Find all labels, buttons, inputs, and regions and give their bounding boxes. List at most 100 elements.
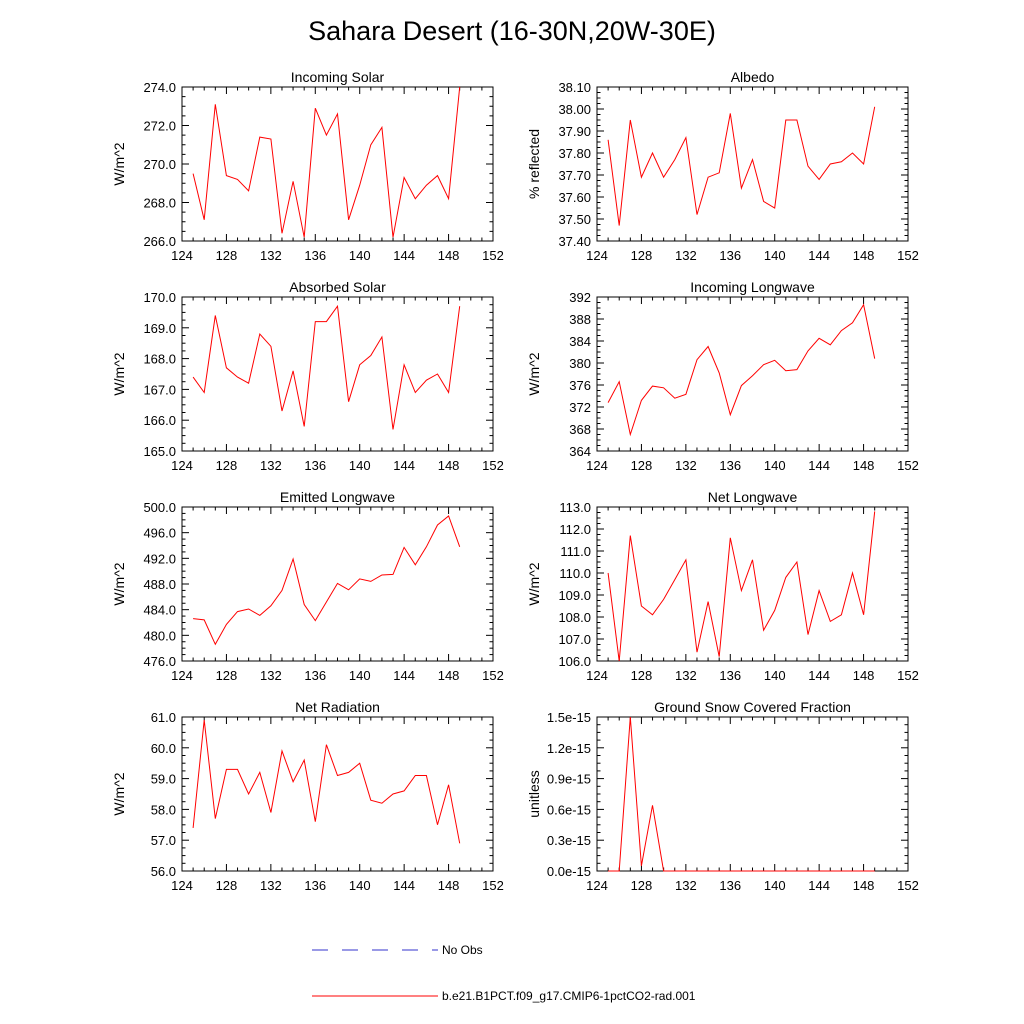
legend-obs-label: No Obs (442, 943, 483, 957)
y-tick-label: 392 (569, 290, 591, 305)
x-tick-label: 132 (260, 248, 282, 263)
y-tick-label: 109.0 (558, 588, 591, 603)
x-tick-label: 128 (216, 248, 238, 263)
x-tick-label: 152 (897, 668, 919, 683)
panels: Incoming Solar W/m^2 124 128 132 136 140 144 148… (111, 69, 919, 893)
y-tick-label: 492.0 (143, 551, 176, 566)
y-tick-label: 376 (569, 378, 591, 393)
x-tick-label: 132 (260, 668, 282, 683)
x-tick-label: 140 (349, 878, 371, 893)
y-tick-label: 61.0 (151, 710, 176, 725)
x-tick-label: 148 (438, 248, 460, 263)
panel-6: Net Longwave W/m^2 124 128 132 136 140 144 148 15… (526, 489, 919, 683)
x-tick-label: 128 (631, 248, 653, 263)
x-tick-label: 136 (719, 458, 741, 473)
plot-frame (596, 86, 909, 242)
x-tick-label: 152 (482, 248, 504, 263)
series-line (607, 106, 876, 226)
x-tick-label: 136 (304, 458, 326, 473)
x-tick-label: 152 (897, 248, 919, 263)
x-tick-label: 128 (216, 668, 238, 683)
y-tick-label: 484.0 (143, 603, 176, 618)
x-tick-label: 148 (853, 878, 875, 893)
x-tick-label: 148 (438, 878, 460, 893)
panel-7: Net Radiation W/m^2 124 128 132 136 140 144 148 1… (111, 699, 504, 893)
y-tick-label: 110.0 (559, 566, 591, 581)
y-tick-label: 56.0 (151, 864, 176, 879)
x-tick-label: 132 (260, 458, 282, 473)
y-tick-label: 368 (569, 422, 591, 437)
series-line (192, 304, 461, 430)
y-tick-label: 113.0 (559, 500, 591, 515)
x-tick-label: 128 (631, 668, 653, 683)
y-tick-label: 268.0 (143, 196, 176, 211)
panel-title: Albedo (731, 69, 775, 85)
x-tick-label: 136 (719, 668, 741, 683)
y-tick-label: 1.2e-15 (547, 741, 591, 756)
y-tick-label: 59.0 (151, 772, 176, 787)
y-axis-label: % reflected (526, 129, 542, 199)
x-tick-label: 136 (304, 248, 326, 263)
series-line (607, 511, 876, 662)
y-tick-label: 168.0 (143, 352, 176, 367)
y-tick-label: 266.0 (143, 234, 176, 249)
y-tick-label: 500.0 (143, 500, 176, 515)
y-tick-label: 0.9e-15 (547, 772, 591, 787)
x-tick-label: 128 (631, 878, 653, 893)
y-tick-label: 272.0 (143, 119, 176, 134)
y-tick-label: 364 (569, 444, 591, 459)
panel-5: Emitted Longwave W/m^2 124 128 132 136 140 144 1… (111, 489, 504, 683)
y-tick-label: 372 (569, 400, 591, 415)
y-axis-label: unitless (526, 770, 542, 817)
y-tick-label: 1.5e-15 (547, 710, 591, 725)
x-tick-label: 152 (482, 458, 504, 473)
series-line (608, 716, 875, 872)
x-tick-label: 124 (171, 668, 193, 683)
x-tick-label: 144 (808, 668, 830, 683)
plot-frame (596, 506, 909, 662)
panel-1: Incoming Solar W/m^2 124 128 132 136 140 144 148… (111, 69, 504, 263)
panel-title: Incoming Solar (291, 69, 385, 85)
series-line (607, 303, 876, 437)
legend: No Obs b.e21.B1PCT.f09_g17.CMIP6-1pctCO2… (312, 943, 696, 1003)
x-tick-label: 140 (349, 248, 371, 263)
y-tick-label: 37.50 (558, 212, 591, 227)
panel-title: Incoming Longwave (690, 279, 815, 295)
x-tick-label: 144 (393, 878, 415, 893)
x-tick-label: 124 (586, 668, 608, 683)
series-line (193, 515, 461, 646)
x-tick-label: 132 (260, 878, 282, 893)
y-tick-label: 166.0 (143, 413, 176, 428)
x-tick-label: 144 (393, 458, 415, 473)
x-tick-label: 148 (438, 458, 460, 473)
y-tick-label: 270.0 (143, 157, 176, 172)
panel-title: Ground Snow Covered Fraction (654, 699, 851, 715)
y-tick-label: 107.0 (558, 632, 591, 647)
y-tick-label: 37.90 (558, 124, 591, 139)
x-tick-label: 140 (764, 248, 786, 263)
x-tick-label: 140 (349, 458, 371, 473)
y-tick-label: 380 (569, 356, 591, 371)
x-tick-label: 140 (764, 668, 786, 683)
y-tick-label: 274.0 (143, 80, 176, 95)
x-tick-label: 132 (675, 668, 697, 683)
y-tick-label: 476.0 (143, 654, 176, 669)
plot-frame (596, 296, 909, 452)
y-tick-label: 0.3e-15 (547, 833, 591, 848)
x-tick-label: 152 (897, 878, 919, 893)
figure-title: Sahara Desert (16-30N,20W-30E) (308, 16, 716, 46)
x-tick-label: 132 (675, 878, 697, 893)
x-tick-label: 148 (853, 458, 875, 473)
y-tick-label: 169.0 (143, 321, 176, 336)
panel-3: Absorbed Solar W/m^2 124 128 132 136 140 144 148… (111, 279, 504, 473)
x-tick-label: 148 (853, 248, 875, 263)
x-tick-label: 124 (171, 248, 193, 263)
plot-frame (181, 86, 494, 242)
panel-title: Net Longwave (708, 489, 798, 505)
x-tick-label: 144 (393, 668, 415, 683)
y-tick-label: 37.70 (558, 168, 591, 183)
x-tick-label: 124 (586, 878, 608, 893)
y-axis-label: W/m^2 (526, 562, 542, 605)
y-axis-label: W/m^2 (111, 562, 127, 605)
